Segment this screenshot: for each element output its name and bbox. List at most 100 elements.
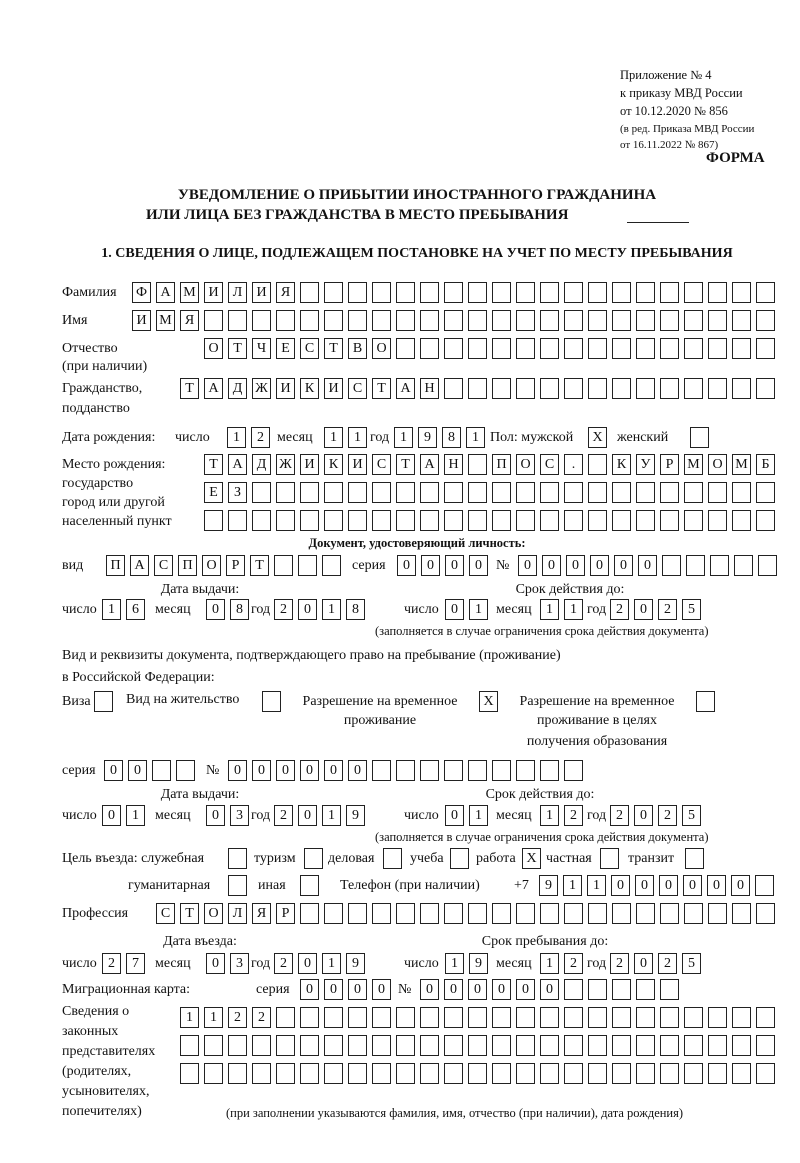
char-cell[interactable]: А (156, 282, 175, 303)
char-cell[interactable] (708, 282, 727, 303)
char-cell[interactable]: 0 (731, 875, 750, 896)
char-cell[interactable] (540, 510, 559, 531)
char-cell[interactable]: 1 (322, 953, 341, 974)
char-cell[interactable]: 9 (469, 953, 488, 974)
char-cell[interactable]: 0 (421, 555, 440, 576)
char-cell[interactable]: 0 (469, 555, 488, 576)
char-cell[interactable]: Ч (252, 338, 271, 359)
purpose-transit-checkbox[interactable] (685, 848, 709, 870)
char-cell[interactable]: 1 (540, 599, 559, 620)
char-cell[interactable] (684, 1007, 703, 1028)
purpose-business-checkbox[interactable] (383, 848, 407, 870)
char-cell[interactable] (684, 338, 703, 359)
char-cell[interactable] (348, 482, 367, 503)
char-cell[interactable] (660, 282, 679, 303)
char-cell[interactable]: 1 (563, 875, 582, 896)
char-cell[interactable] (540, 903, 559, 924)
char-cell[interactable]: 0 (707, 875, 726, 896)
char-cell[interactable] (732, 338, 751, 359)
char-cell[interactable]: С (154, 555, 173, 576)
char-cell[interactable] (372, 760, 391, 781)
char-cell[interactable]: 1 (348, 427, 367, 448)
char-cell[interactable] (516, 510, 535, 531)
char-cell[interactable] (636, 310, 655, 331)
char-cell[interactable]: З (228, 482, 247, 503)
char-cell[interactable] (540, 1035, 559, 1056)
char-cell[interactable]: 0 (590, 555, 609, 576)
char-cell[interactable]: О (204, 903, 223, 924)
char-cell[interactable] (444, 282, 463, 303)
char-cell[interactable]: 0 (372, 979, 391, 1000)
char-cell[interactable] (492, 903, 511, 924)
char-cell[interactable]: Т (180, 378, 199, 399)
char-cell[interactable] (444, 1035, 463, 1056)
char-cell[interactable] (372, 1035, 391, 1056)
char-cell[interactable] (588, 454, 607, 475)
char-cell[interactable] (468, 760, 487, 781)
char-cell[interactable]: У (636, 454, 655, 475)
char-cell[interactable]: 0 (445, 599, 464, 620)
char-cell[interactable] (228, 310, 247, 331)
char-cell[interactable]: 0 (206, 805, 225, 826)
char-cell[interactable] (612, 482, 631, 503)
char-cell[interactable]: С (156, 903, 175, 924)
char-cell[interactable]: 2 (251, 427, 270, 448)
checkbox-cell[interactable] (690, 427, 709, 448)
char-cell[interactable]: 2 (610, 953, 629, 974)
char-cell[interactable] (588, 310, 607, 331)
char-cell[interactable] (372, 1063, 391, 1084)
char-cell[interactable]: И (252, 282, 271, 303)
char-cell[interactable] (396, 903, 415, 924)
char-cell[interactable] (228, 1063, 247, 1084)
checkbox-cell[interactable] (228, 875, 247, 896)
char-cell[interactable]: Я (276, 282, 295, 303)
char-cell[interactable] (564, 510, 583, 531)
char-cell[interactable] (468, 454, 487, 475)
char-cell[interactable]: 0 (348, 979, 367, 1000)
char-cell[interactable] (252, 1063, 271, 1084)
char-cell[interactable] (684, 1035, 703, 1056)
char-cell[interactable] (708, 1063, 727, 1084)
char-cell[interactable]: И (132, 310, 151, 331)
char-cell[interactable] (348, 1035, 367, 1056)
char-cell[interactable] (276, 1007, 295, 1028)
checkbox-cell[interactable] (450, 848, 469, 869)
char-cell[interactable] (708, 378, 727, 399)
char-cell[interactable] (468, 378, 487, 399)
char-cell[interactable]: 0 (634, 953, 653, 974)
char-cell[interactable] (540, 482, 559, 503)
char-cell[interactable]: 6 (126, 599, 145, 620)
char-cell[interactable] (300, 1063, 319, 1084)
char-cell[interactable] (204, 1035, 223, 1056)
char-cell[interactable]: 0 (516, 979, 535, 1000)
char-cell[interactable] (420, 338, 439, 359)
char-cell[interactable] (732, 510, 751, 531)
char-cell[interactable] (420, 310, 439, 331)
char-cell[interactable]: Д (228, 378, 247, 399)
char-cell[interactable] (420, 510, 439, 531)
char-cell[interactable] (300, 282, 319, 303)
char-cell[interactable] (300, 482, 319, 503)
char-cell[interactable] (708, 482, 727, 503)
char-cell[interactable] (612, 338, 631, 359)
char-cell[interactable]: Я (252, 903, 271, 924)
purpose-tourism-checkbox[interactable] (304, 848, 328, 870)
checkbox-cell[interactable] (383, 848, 402, 869)
char-cell[interactable] (564, 1007, 583, 1028)
char-cell[interactable] (732, 378, 751, 399)
char-cell[interactable]: 1 (126, 805, 145, 826)
char-cell[interactable]: И (276, 378, 295, 399)
char-cell[interactable]: А (396, 378, 415, 399)
char-cell[interactable]: И (300, 454, 319, 475)
char-cell[interactable]: 2 (610, 599, 629, 620)
char-cell[interactable]: 2 (274, 805, 293, 826)
char-cell[interactable] (732, 310, 751, 331)
char-cell[interactable]: Б (756, 454, 775, 475)
char-cell[interactable]: 1 (180, 1007, 199, 1028)
